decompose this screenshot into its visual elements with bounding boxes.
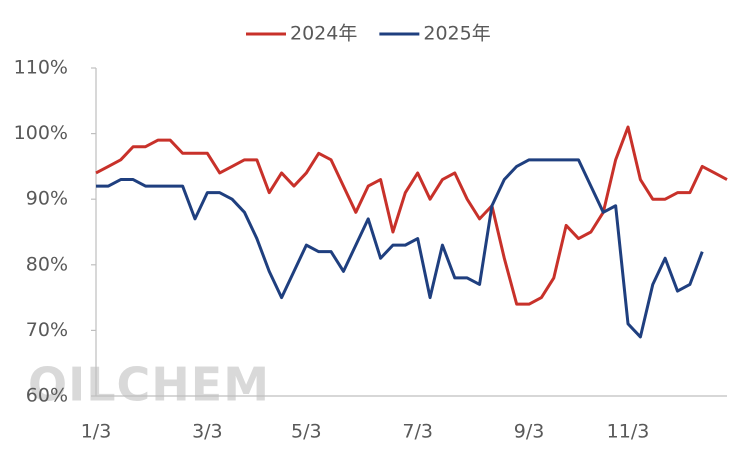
watermark: OILCHEM [28,358,270,412]
x-tick-label: 9/3 [514,421,545,443]
x-tick-label: 1/3 [81,421,112,443]
series-line [95,125,728,306]
y-tick-label: 70% [26,319,68,341]
x-tick-label: 5/3 [291,421,322,443]
x-tick-label: 7/3 [402,421,433,443]
legend-label: 2025年 [423,23,490,45]
legend-label: 2024年 [290,23,357,45]
y-tick-label: 80% [26,253,68,275]
x-tick-label: 3/3 [192,421,223,443]
y-tick-label: 110% [14,57,68,79]
x-tick-label: 11/3 [607,421,650,443]
y-tick-label: 60% [26,385,68,407]
y-tick-label: 100% [14,122,68,144]
series-line [96,158,704,339]
y-tick-label: 90% [26,188,68,210]
